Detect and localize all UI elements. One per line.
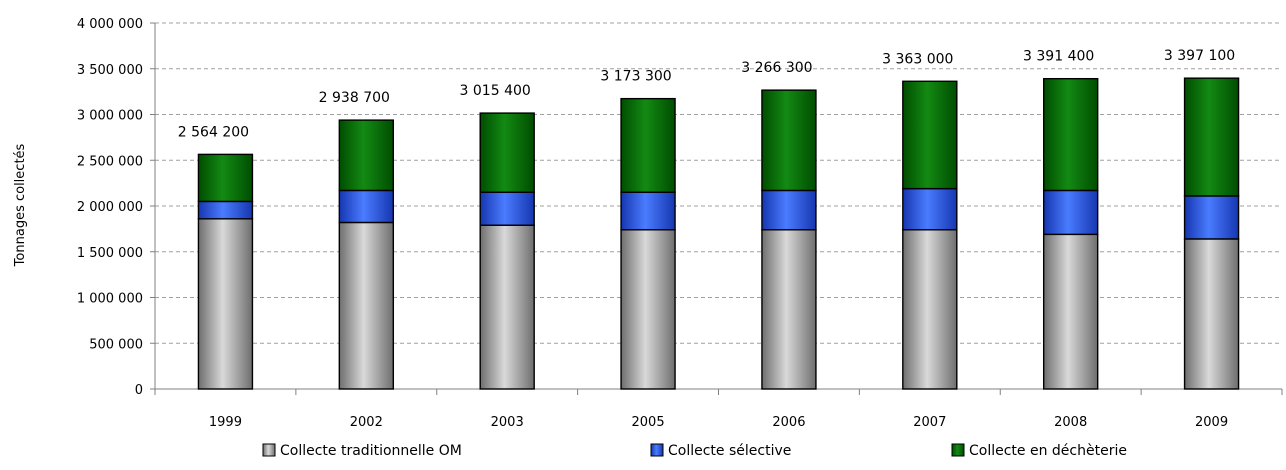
bar-segment-collecte-traditionnelle	[338, 221, 395, 390]
axes: 0 500 000 1 000 000 1 500 000 2 000 000 2 500…	[77, 17, 1283, 430]
legend-item: Collecte sélective	[650, 443, 791, 459]
total-data-label: 3 363 000	[882, 51, 953, 67]
y-tick-label: 4 000 000	[77, 17, 143, 32]
legend-item: Collecte en déchèterie	[951, 443, 1127, 459]
bar-segment-collecte-selective	[197, 200, 254, 220]
bar-segment-collecte-traditionnelle	[761, 229, 817, 390]
bar-segment-collecte-decheterie	[1042, 77, 1099, 192]
bar-segment-collecte-traditionnelle	[1042, 233, 1099, 390]
x-tick-label: 2006	[772, 415, 805, 430]
legend-label: Collecte sélective	[668, 443, 791, 459]
bar-segment-collecte-selective	[620, 191, 676, 231]
data-labels: 2 564 200 2 938 700 3 015 400 3 173 300 3 26…	[178, 48, 1235, 140]
bar-segment-collecte-decheterie	[761, 89, 817, 192]
y-tick-label: 3 000 000	[77, 109, 143, 124]
bar-segment-collecte-decheterie	[197, 153, 254, 203]
y-tick-label: 0	[135, 383, 143, 398]
bar-segment-collecte-decheterie	[479, 112, 535, 193]
gridlines	[155, 22, 1282, 344]
total-data-label: 2 938 700	[319, 90, 390, 106]
y-tick-label: 2 500 000	[77, 154, 143, 169]
bars	[197, 77, 1240, 390]
y-tick-label: 500 000	[89, 337, 143, 352]
legend-item: Collecte traditionnelle OM	[262, 443, 462, 459]
x-tick-label: 1999	[209, 415, 242, 430]
y-tick-label: 1 500 000	[77, 246, 143, 261]
y-tick-label: 1 000 000	[77, 292, 143, 307]
x-tick-label: 2009	[1195, 415, 1228, 430]
total-data-label: 3 391 400	[1023, 49, 1094, 65]
total-data-label: 2 564 200	[178, 124, 249, 140]
total-data-label: 3 173 300	[600, 69, 671, 85]
bar-segment-collecte-traditionnelle	[902, 229, 958, 390]
x-tick-label: 2007	[913, 415, 946, 430]
bar-segment-collecte-selective	[761, 189, 817, 231]
bar-segment-collecte-decheterie	[1183, 77, 1240, 197]
x-tick-label: 2005	[632, 415, 665, 430]
x-tick-label: 2002	[350, 415, 383, 430]
legend-swatch	[650, 443, 664, 457]
bar-segment-collecte-decheterie	[902, 80, 958, 190]
bar-segment-collecte-selective	[1183, 195, 1240, 240]
total-data-label: 3 015 400	[460, 83, 531, 99]
legend-swatch	[951, 443, 965, 457]
legend-label: Collecte traditionnelle OM	[280, 443, 462, 459]
y-tick-label: 3 500 000	[77, 63, 143, 78]
bar-segment-collecte-traditionnelle	[479, 224, 535, 390]
x-tick-label: 2003	[491, 415, 524, 430]
x-tick-label: 2008	[1054, 415, 1087, 430]
legend-label: Collecte en déchèterie	[969, 443, 1127, 459]
total-data-label: 3 397 100	[1164, 48, 1235, 64]
total-data-label: 3 266 300	[741, 60, 812, 76]
bar-segment-collecte-selective	[338, 189, 395, 224]
bar-segment-collecte-traditionnelle	[1183, 238, 1240, 390]
bar-segment-collecte-selective	[1042, 189, 1099, 236]
bar-segment-collecte-selective	[902, 187, 958, 231]
bar-segment-collecte-decheterie	[620, 97, 676, 193]
legend: Collecte traditionnelle OM Collecte sélec…	[262, 443, 1127, 459]
bar-segment-collecte-selective	[479, 191, 535, 226]
y-axis-title: Tonnages collectés	[13, 143, 28, 267]
legend-swatch	[262, 443, 276, 457]
bar-segment-collecte-decheterie	[338, 119, 395, 192]
bar-segment-collecte-traditionnelle	[620, 229, 676, 390]
bar-segment-collecte-traditionnelle	[197, 218, 254, 390]
y-tick-label: 2 000 000	[77, 200, 143, 215]
